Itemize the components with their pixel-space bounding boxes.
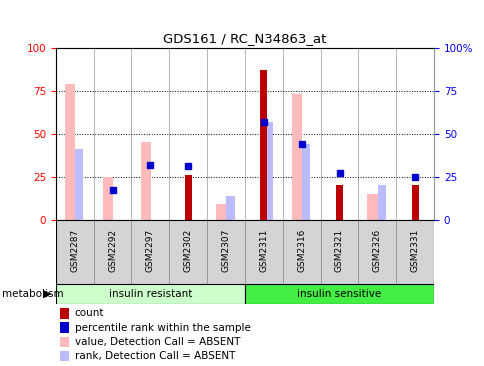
Bar	[264, 122, 272, 220]
Text: insulin resistant: insulin resistant	[108, 289, 192, 299]
Text: GSM2292: GSM2292	[108, 229, 117, 272]
Bar	[184, 175, 191, 220]
Bar	[60, 322, 69, 333]
Bar	[103, 177, 113, 220]
Text: GSM2311: GSM2311	[259, 229, 268, 272]
Bar	[226, 195, 234, 220]
FancyBboxPatch shape	[56, 220, 93, 284]
Bar	[60, 351, 69, 361]
Text: count: count	[75, 309, 104, 318]
FancyBboxPatch shape	[244, 220, 282, 284]
Text: value, Detection Call = ABSENT: value, Detection Call = ABSENT	[75, 337, 240, 347]
Text: GSM2321: GSM2321	[334, 229, 343, 272]
FancyBboxPatch shape	[131, 220, 169, 284]
Text: GSM2297: GSM2297	[146, 229, 154, 272]
Text: ▶: ▶	[43, 289, 51, 299]
Bar	[60, 308, 69, 318]
Bar	[367, 194, 378, 220]
FancyBboxPatch shape	[93, 220, 131, 284]
Text: insulin sensitive: insulin sensitive	[297, 289, 381, 299]
Bar	[75, 149, 83, 220]
Bar	[140, 142, 151, 220]
Text: GSM2316: GSM2316	[297, 229, 305, 272]
Text: metabolism: metabolism	[2, 289, 64, 299]
Bar	[377, 185, 385, 220]
Bar	[216, 204, 227, 220]
FancyBboxPatch shape	[169, 220, 207, 284]
Bar	[411, 185, 418, 220]
FancyBboxPatch shape	[320, 220, 358, 284]
Bar	[291, 94, 302, 220]
Bar	[260, 70, 267, 220]
Text: GSM2302: GSM2302	[183, 229, 192, 272]
Bar	[60, 337, 69, 347]
FancyBboxPatch shape	[358, 220, 395, 284]
FancyBboxPatch shape	[207, 220, 244, 284]
FancyBboxPatch shape	[395, 220, 433, 284]
Text: GSM2326: GSM2326	[372, 229, 381, 272]
FancyBboxPatch shape	[56, 284, 244, 304]
Text: GSM2287: GSM2287	[70, 229, 79, 272]
Title: GDS161 / RC_N34863_at: GDS161 / RC_N34863_at	[163, 32, 326, 45]
Bar	[335, 185, 342, 220]
Text: percentile rank within the sample: percentile rank within the sample	[75, 322, 250, 333]
Text: rank, Detection Call = ABSENT: rank, Detection Call = ABSENT	[75, 351, 235, 361]
FancyBboxPatch shape	[244, 284, 433, 304]
Bar	[65, 84, 76, 220]
Text: GSM2331: GSM2331	[410, 229, 419, 272]
Text: GSM2307: GSM2307	[221, 229, 230, 272]
Bar	[302, 144, 310, 220]
FancyBboxPatch shape	[282, 220, 320, 284]
